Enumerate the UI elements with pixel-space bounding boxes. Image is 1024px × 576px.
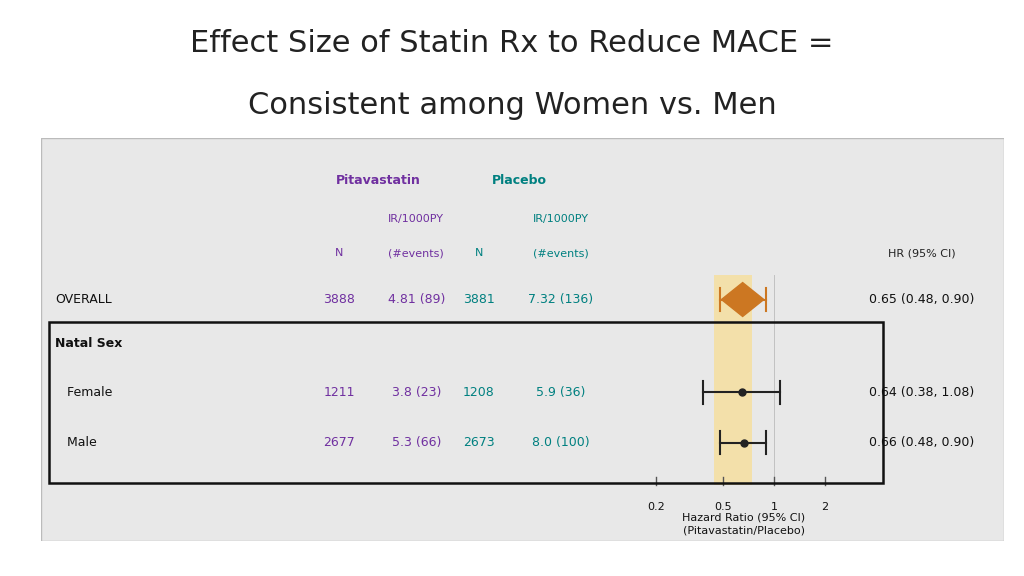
Text: 0.64 (0.38, 1.08): 0.64 (0.38, 1.08) bbox=[869, 386, 974, 399]
Text: 2673: 2673 bbox=[463, 436, 495, 449]
Text: N: N bbox=[335, 248, 343, 258]
Text: IR/1000PY: IR/1000PY bbox=[532, 214, 589, 224]
Text: 7.32 (136): 7.32 (136) bbox=[528, 293, 593, 306]
Text: (#events): (#events) bbox=[388, 248, 444, 258]
Text: 0.65 (0.48, 0.90): 0.65 (0.48, 0.90) bbox=[869, 293, 975, 306]
Text: N: N bbox=[475, 248, 483, 258]
Text: 2677: 2677 bbox=[324, 436, 355, 449]
Text: Hazard Ratio (95% CI)
(Pitavastatin/Placebo): Hazard Ratio (95% CI) (Pitavastatin/Plac… bbox=[682, 512, 805, 536]
Text: Natal Sex: Natal Sex bbox=[55, 338, 123, 350]
Text: 3881: 3881 bbox=[463, 293, 495, 306]
Text: Female: Female bbox=[55, 386, 113, 399]
Text: (#events): (#events) bbox=[532, 248, 589, 258]
Text: 1208: 1208 bbox=[463, 386, 495, 399]
Text: Male: Male bbox=[55, 436, 97, 449]
Text: 5.9 (36): 5.9 (36) bbox=[536, 386, 586, 399]
Polygon shape bbox=[722, 283, 764, 316]
Text: IR/1000PY: IR/1000PY bbox=[388, 214, 444, 224]
Text: 4.81 (89): 4.81 (89) bbox=[388, 293, 445, 306]
Text: 0.5: 0.5 bbox=[715, 502, 732, 512]
Text: 1211: 1211 bbox=[324, 386, 355, 399]
Bar bbox=[714, 275, 753, 485]
Text: 2: 2 bbox=[821, 502, 828, 512]
Text: Consistent among Women vs. Men: Consistent among Women vs. Men bbox=[248, 92, 776, 120]
Text: 0.66 (0.48, 0.90): 0.66 (0.48, 0.90) bbox=[869, 436, 974, 449]
Text: 0.2: 0.2 bbox=[647, 502, 666, 512]
Bar bbox=[49, 321, 883, 483]
Text: HR (95% CI): HR (95% CI) bbox=[888, 248, 955, 258]
Text: 8.0 (100): 8.0 (100) bbox=[531, 436, 590, 449]
Text: OVERALL: OVERALL bbox=[55, 293, 113, 306]
Text: Pitavastatin: Pitavastatin bbox=[336, 174, 420, 187]
Text: 1: 1 bbox=[771, 502, 777, 512]
Text: 3.8 (23): 3.8 (23) bbox=[391, 386, 441, 399]
Text: Placebo: Placebo bbox=[493, 174, 548, 187]
Text: 5.3 (66): 5.3 (66) bbox=[391, 436, 441, 449]
Text: 3888: 3888 bbox=[324, 293, 355, 306]
Text: Effect Size of Statin Rx to Reduce MACE =: Effect Size of Statin Rx to Reduce MACE … bbox=[190, 29, 834, 58]
